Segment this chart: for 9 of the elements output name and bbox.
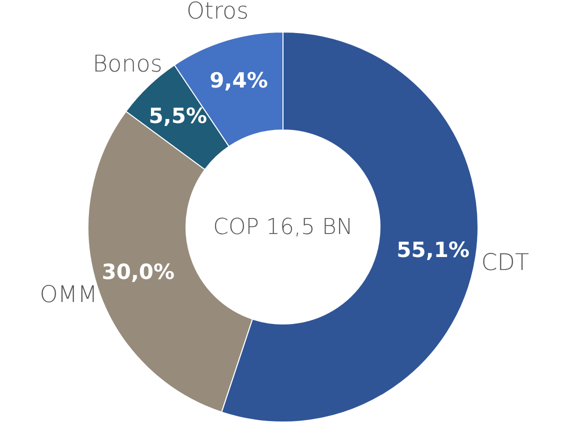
data-label: 30,0% — [102, 260, 175, 284]
slice-label: CDT — [481, 250, 530, 276]
data-label: 55,1% — [396, 238, 470, 262]
slice-label: OMM — [40, 282, 98, 308]
data-label: 9,4% — [210, 68, 268, 93]
slice-label: Bonos — [92, 51, 162, 78]
slice-label: Otros — [186, 0, 249, 25]
text: COP 16,5 BN — [213, 215, 353, 240]
data-label: 5,5% — [148, 104, 208, 128]
